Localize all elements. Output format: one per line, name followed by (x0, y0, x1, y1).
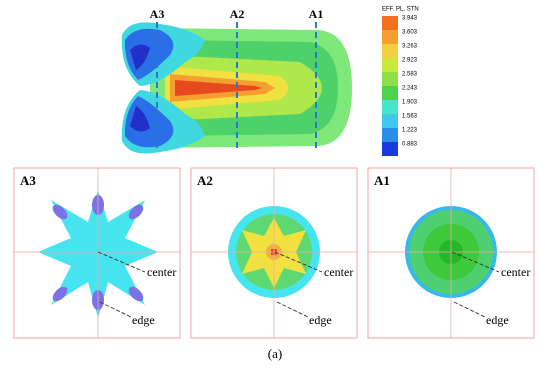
legend-swatch (382, 16, 398, 30)
annotations: A3 center edge A2 center edge A1 center edge (20, 173, 530, 327)
leader-line (451, 251, 500, 273)
legend-title: EFF. PL. STN (382, 7, 419, 13)
legend-value: 3.603 (402, 30, 418, 36)
legend-swatch (382, 72, 398, 86)
panel-label: A2 (197, 173, 213, 188)
annotation: edge (309, 313, 332, 327)
legend-swatch (382, 44, 398, 58)
legend: 3.943 3.603 3.263 2.923 2.583 2.243 1.903 1.563… (382, 16, 418, 156)
annotation: center (147, 265, 176, 279)
legend-value: 0.883 (402, 142, 418, 148)
annotation: center (324, 265, 353, 279)
legend-value: 1.903 (402, 100, 418, 106)
legend-swatch (382, 86, 398, 100)
legend-swatch (382, 128, 398, 142)
legend-value: 1.563 (402, 114, 418, 120)
annotation: edge (132, 313, 155, 327)
leader-line (274, 251, 323, 273)
legend-swatch (382, 100, 398, 114)
specimen-contour (121, 22, 352, 154)
caption: (a) (268, 346, 282, 361)
legend-value: 3.263 (402, 44, 418, 50)
section-label: A2 (230, 7, 245, 21)
legend-value: 2.923 (402, 58, 418, 64)
legend-swatch (382, 142, 398, 156)
panel-label: A1 (374, 173, 390, 188)
panel-label: A3 (20, 173, 36, 188)
legend-value: 2.243 (402, 86, 418, 92)
annotation: center (501, 265, 530, 279)
legend-value: 2.583 (402, 72, 418, 78)
legend-value: 3.943 (402, 16, 418, 22)
legend-swatch (382, 58, 398, 72)
annotation: edge (486, 313, 509, 327)
leader-line (97, 251, 146, 273)
legend-value: 1.223 (402, 128, 418, 134)
section-label: A3 (150, 7, 165, 21)
section-label: A1 (309, 7, 324, 21)
legend-swatch (382, 30, 398, 44)
legend-swatch (382, 114, 398, 128)
